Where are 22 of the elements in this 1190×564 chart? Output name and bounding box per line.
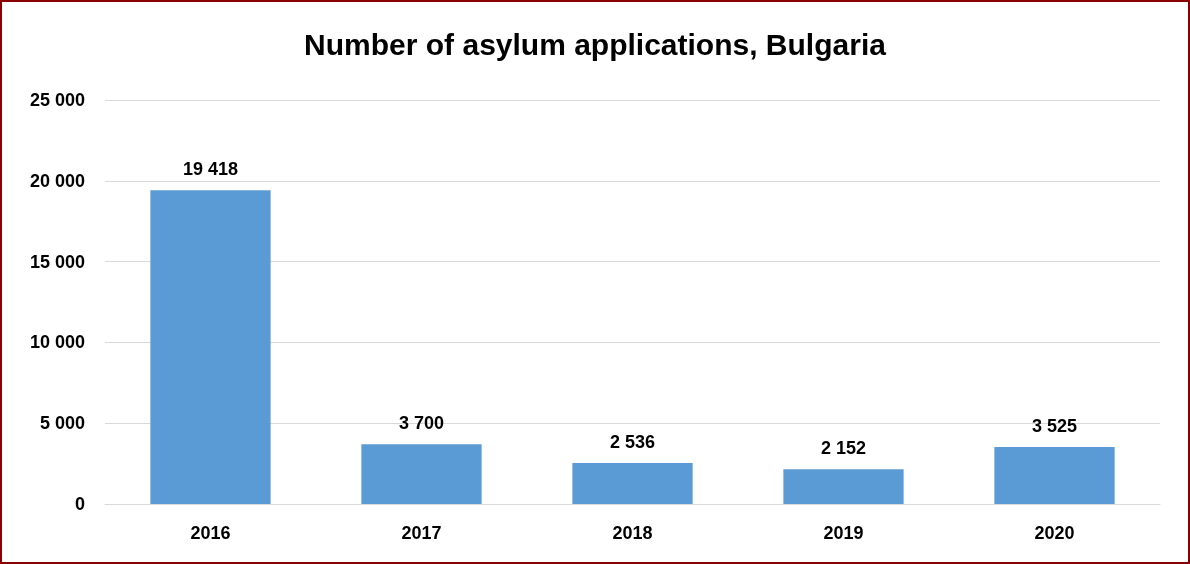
chart-title: Number of asylum applications, Bulgaria [304,27,887,61]
y-tick-label: 5 000 [39,413,85,434]
data-label: 2 152 [820,438,867,459]
y-tick-label: 25 000 [29,90,85,110]
x-tick-label: 2020 [1034,523,1075,543]
x-tick-label: 2017 [401,523,442,543]
y-tick-label: 0 [74,494,85,514]
data-label: 2 536 [609,432,656,453]
bar [361,444,482,504]
data-label: 19 418 [182,159,239,180]
data-label: 3 525 [1031,416,1078,437]
bar [783,469,904,504]
data-label: 3 700 [398,413,445,434]
y-tick-label: 20 000 [29,170,85,191]
x-tick-label: 2019 [823,523,864,543]
y-tick-label: 15 000 [29,251,85,272]
bar [150,190,271,504]
bar [994,447,1115,504]
x-tick-label: 2018 [612,523,653,543]
x-tick-label: 2016 [190,523,231,543]
bar [572,463,693,504]
y-tick-label: 10 000 [29,332,85,353]
